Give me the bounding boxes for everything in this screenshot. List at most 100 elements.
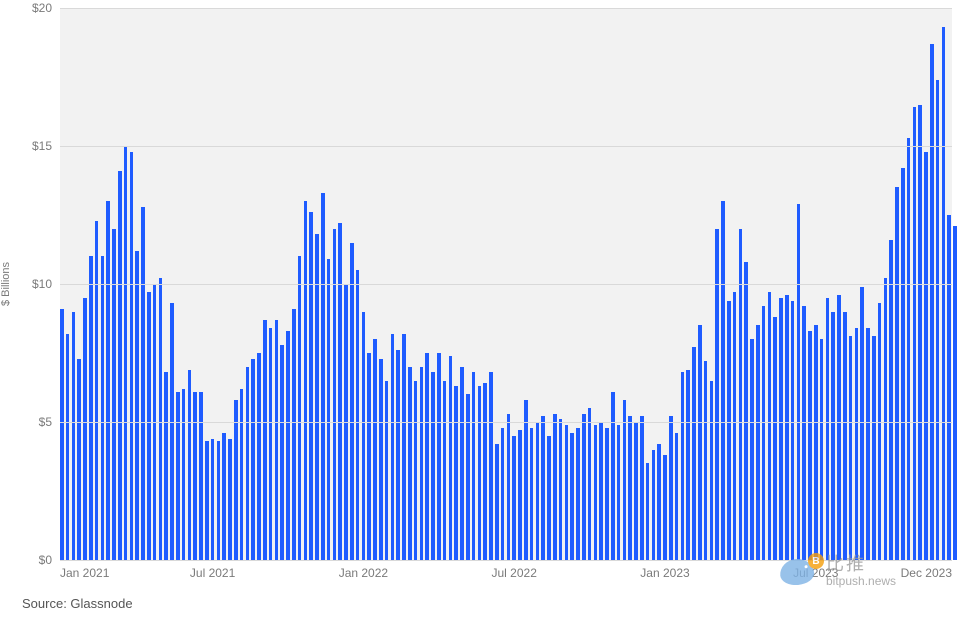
data-bar [193, 392, 197, 560]
data-bar [924, 152, 928, 560]
data-bar [617, 425, 621, 560]
data-bar [234, 400, 238, 560]
data-bar [646, 463, 650, 560]
data-bar [889, 240, 893, 560]
data-bar [147, 292, 151, 560]
data-bar [657, 444, 661, 560]
data-bar [130, 152, 134, 560]
y-gridline [60, 422, 952, 423]
data-bar [814, 325, 818, 560]
coin-glyph: B [812, 556, 819, 567]
data-bar [518, 430, 522, 560]
data-bar [704, 361, 708, 560]
data-bar [304, 201, 308, 560]
data-bar [715, 229, 719, 560]
data-bar [837, 295, 841, 560]
data-bar [605, 428, 609, 560]
data-bar [611, 392, 615, 560]
data-bar [385, 381, 389, 560]
data-bar [820, 339, 824, 560]
chart-page: $0$5$10$15$20 $ Billions Jan 2021Jul 202… [0, 0, 960, 620]
data-bar [222, 433, 226, 560]
data-bar [849, 336, 853, 560]
data-bar [791, 301, 795, 560]
watermark-brand-cn: 比推 [826, 555, 896, 575]
data-bar [721, 201, 725, 560]
data-bar [489, 372, 493, 560]
bitpush-logo-icon: B [780, 555, 822, 587]
watermark-brand-en: bitpush.news [826, 575, 896, 588]
data-bar [112, 229, 116, 560]
data-bar [414, 381, 418, 560]
data-bar [739, 229, 743, 560]
data-bar [681, 372, 685, 560]
data-bar [77, 359, 81, 560]
data-bar [930, 44, 934, 560]
data-bar [356, 270, 360, 560]
y-tick-label: $20 [0, 1, 52, 15]
data-bar [547, 436, 551, 560]
data-bar [895, 187, 899, 560]
x-tick-label: Jan 2021 [60, 566, 109, 580]
data-bar [686, 370, 690, 560]
data-bar [72, 312, 76, 560]
data-bar [159, 278, 163, 560]
data-bar [188, 370, 192, 560]
data-bar [826, 298, 830, 560]
data-bar [692, 347, 696, 560]
data-bar [402, 334, 406, 560]
data-bar [118, 171, 122, 560]
data-bar [309, 212, 313, 560]
data-bar [756, 325, 760, 560]
data-bar [298, 256, 302, 560]
data-bar [588, 408, 592, 560]
data-bar [802, 306, 806, 560]
data-bar [797, 204, 801, 560]
data-bar [95, 221, 99, 560]
data-bar [286, 331, 290, 560]
data-bar [217, 441, 221, 560]
data-bar [495, 444, 499, 560]
data-bar [918, 105, 922, 560]
data-bar [263, 320, 267, 560]
y-gridline [60, 8, 952, 9]
data-bar [831, 312, 835, 560]
data-bar [425, 353, 429, 560]
data-bar [675, 433, 679, 560]
data-bar [866, 328, 870, 560]
data-bar [379, 359, 383, 560]
data-bar [733, 292, 737, 560]
data-bar [744, 262, 748, 560]
data-bar [565, 425, 569, 560]
data-bar [101, 256, 105, 560]
data-bar [530, 428, 534, 560]
data-bar [449, 356, 453, 560]
data-bar [762, 306, 766, 560]
data-bar [623, 400, 627, 560]
y-tick-label: $15 [0, 139, 52, 153]
data-bar [594, 425, 598, 560]
data-bar [907, 138, 911, 560]
data-bar [483, 383, 487, 560]
data-bar [251, 359, 255, 560]
data-bar [576, 428, 580, 560]
data-bar [779, 298, 783, 560]
y-gridline [60, 284, 952, 285]
data-bar [913, 107, 917, 560]
data-bar [855, 328, 859, 560]
data-bar [443, 381, 447, 560]
data-bar [420, 367, 424, 560]
data-bar [176, 392, 180, 560]
data-bar [182, 389, 186, 560]
data-bar [292, 309, 296, 560]
data-bar [599, 422, 603, 560]
data-bar [362, 312, 366, 560]
data-bar [953, 226, 957, 560]
watermark: B 比推 bitpush.news [780, 555, 896, 588]
data-bar [228, 439, 232, 560]
data-bar [669, 416, 673, 560]
data-bar [553, 414, 557, 560]
data-bar [257, 353, 261, 560]
data-bar [60, 309, 64, 560]
data-bar [773, 317, 777, 560]
